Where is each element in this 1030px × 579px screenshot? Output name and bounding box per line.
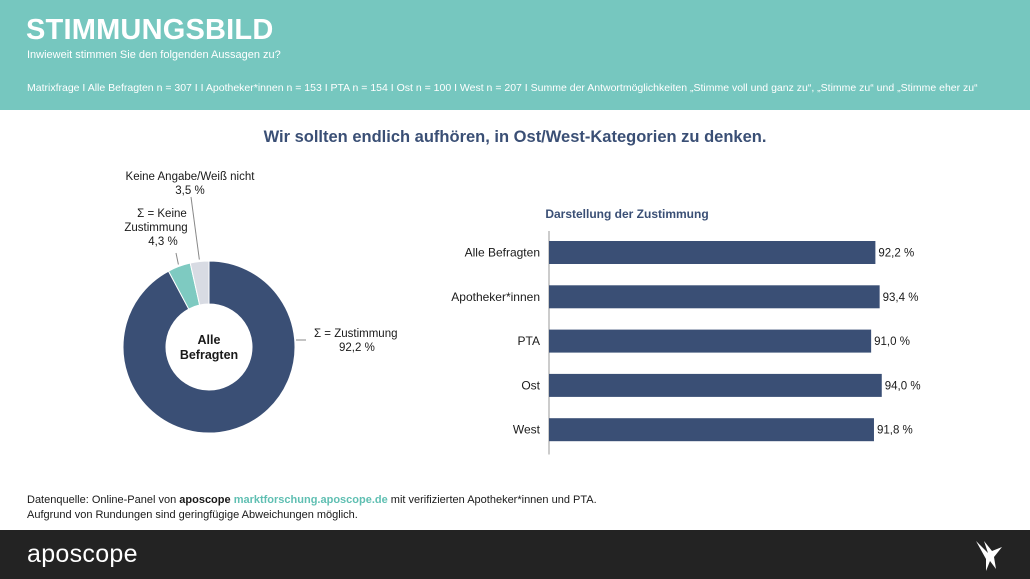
source-link[interactable]: marktforschung.aposcope.de [233, 494, 388, 506]
data-source: Datenquelle: Online-Panel von aposcope m… [27, 493, 597, 508]
footer-note: Datenquelle: Online-Panel von aposcope m… [27, 493, 597, 523]
page-title: STIMMUNGSBILD [26, 14, 274, 46]
bar-value-label-2: 91,0 % [874, 336, 910, 348]
sample-note: Matrixfrage I Alle Befragten n = 307 I I… [27, 82, 978, 94]
bar-value-label-0: 92,2 % [878, 248, 914, 260]
rounding-note: Aufgrund von Rundungen sind geringfügige… [27, 509, 358, 521]
aposcope-logo: aposcope [27, 540, 138, 568]
pie-slice-0 [122, 260, 296, 434]
page-subtitle: Inwieweit stimmen Sie den folgenden Auss… [27, 49, 281, 61]
bar-4 [549, 418, 874, 442]
pie-center-label-line2: Befragten [180, 348, 238, 362]
source-brand: aposcope [179, 494, 231, 506]
pie-label-0: Σ = Zustimmung [314, 328, 397, 340]
bar-1 [549, 285, 880, 309]
bar-category-label-0: Alle Befragten [465, 246, 540, 260]
bar-value-label-4: 91,8 % [877, 425, 913, 437]
bottom-bar [0, 530, 1030, 579]
bar-category-label-3: Ost [521, 378, 540, 392]
bar-chart-title: Darstellung der Zustimmung [545, 207, 708, 221]
pie-slice-2 [189, 260, 210, 306]
bar-category-label-1: Apotheker*innen [451, 290, 540, 304]
pie-center-label-line1: Alle [198, 333, 221, 347]
pie-leader-2 [190, 196, 200, 260]
source-prefix: Datenquelle: Online-Panel von [27, 494, 180, 506]
bar-2 [549, 329, 872, 353]
header-banner: STIMMUNGSBILD Inwieweit stimmen Sie den … [0, 0, 1030, 110]
pie-value-1: 4,3 % [148, 236, 177, 248]
pie-leader-1 [175, 252, 179, 265]
bar-0 [549, 241, 876, 264]
bar-value-label-3: 94,0 % [885, 380, 921, 392]
bar-3 [549, 373, 882, 397]
bird-icon [976, 541, 1002, 571]
bar-value-label-1: 93,4 % [883, 292, 919, 304]
pie-value-2: 3,5 % [175, 185, 204, 197]
pie-label-2: Keine Angabe/Weiß nicht [126, 171, 256, 183]
question-title: Wir sollten endlich aufhören, in Ost/Wes… [263, 128, 767, 146]
pie-label-1-line1: Σ = Keine [137, 208, 187, 220]
source-suffix: mit verifizierten Apotheker*innen und PT… [387, 494, 597, 506]
pie-value-0: 92,2 % [339, 342, 375, 354]
bar-category-label-4: West [513, 423, 541, 437]
bar-category-label-2: PTA [518, 334, 540, 348]
pie-label-1-line2: Zustimmung [124, 222, 187, 234]
